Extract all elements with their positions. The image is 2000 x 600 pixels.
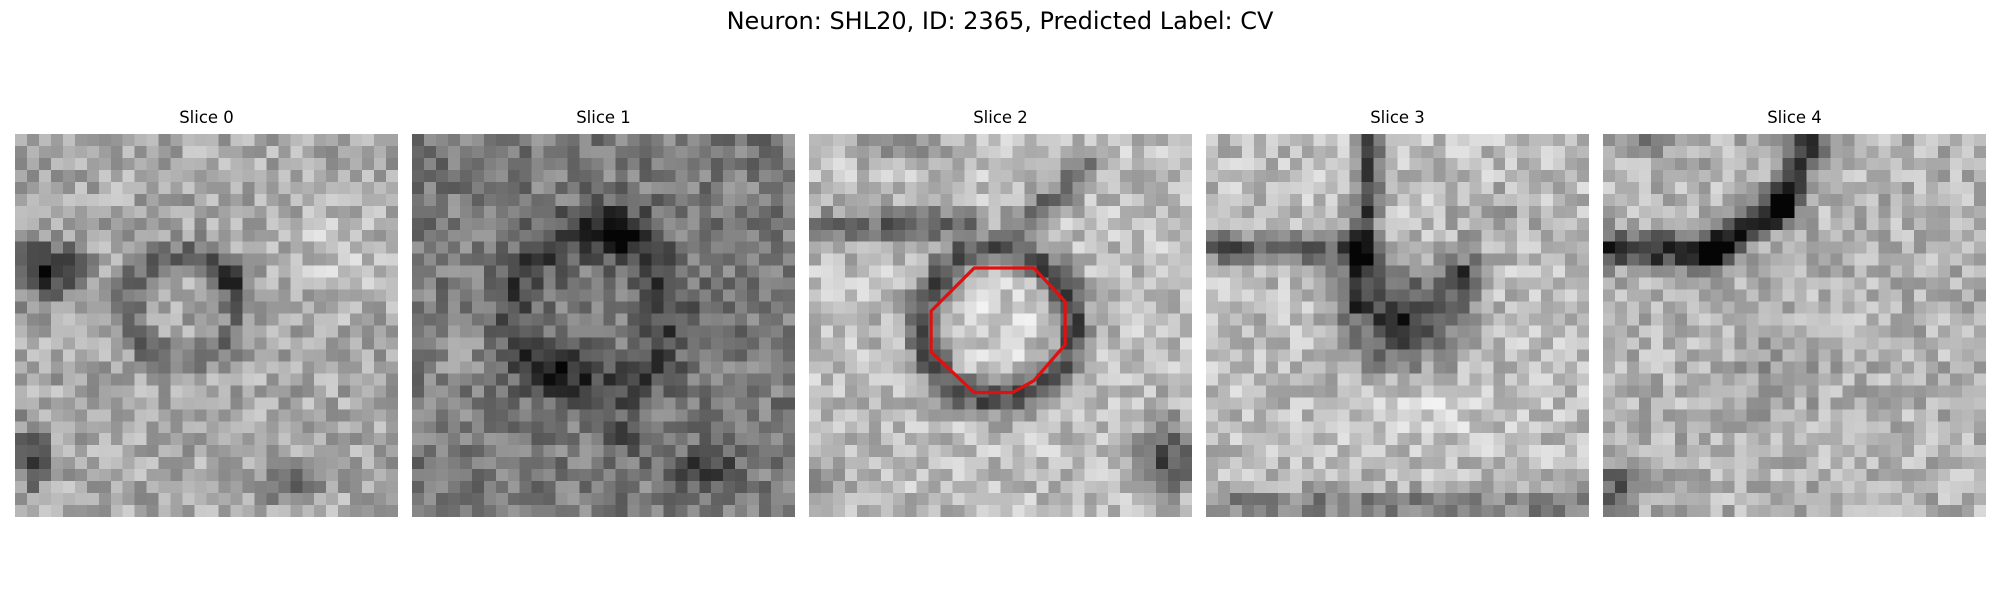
slice-title-3: Slice 3 bbox=[1370, 108, 1425, 127]
slice-panel-0: Slice 0 bbox=[15, 108, 398, 517]
slice-panel-1: Slice 1 bbox=[412, 108, 795, 517]
slice-panel-2: Slice 2 bbox=[809, 108, 1192, 517]
slice-title-0: Slice 0 bbox=[179, 108, 234, 127]
slice-panel-3: Slice 3 bbox=[1206, 108, 1589, 517]
slice-image-4 bbox=[1603, 134, 1986, 517]
segmentation-contour bbox=[929, 266, 1067, 395]
figure-title: Neuron: SHL20, ID: 2365, Predicted Label… bbox=[726, 7, 1274, 35]
slice-image-1 bbox=[412, 134, 795, 517]
slice-title-2: Slice 2 bbox=[973, 108, 1028, 127]
slice-panel-4: Slice 4 bbox=[1603, 108, 1986, 517]
slice-image-2 bbox=[809, 134, 1192, 517]
slice-image-0 bbox=[15, 134, 398, 517]
slice-title-1: Slice 1 bbox=[576, 108, 631, 127]
slice-image-3 bbox=[1206, 134, 1589, 517]
slice-title-4: Slice 4 bbox=[1767, 108, 1822, 127]
